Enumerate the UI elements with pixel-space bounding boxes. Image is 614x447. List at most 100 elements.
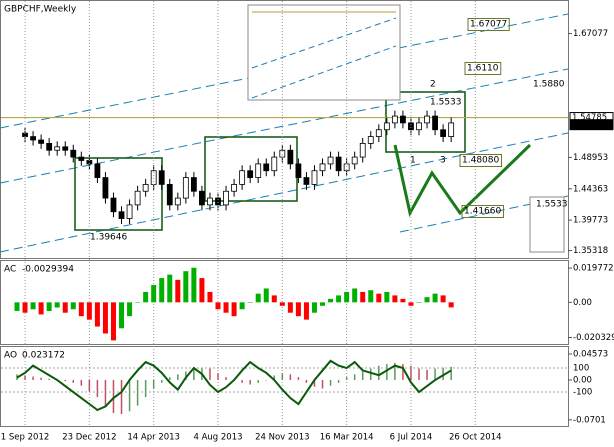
- histogram-bar: [426, 369, 428, 380]
- histogram-bar: [353, 374, 356, 380]
- histogram-bar: [64, 379, 66, 382]
- candle-body: [158, 170, 165, 185]
- histogram-bar: [62, 302, 68, 313]
- candle-body: [102, 177, 109, 199]
- main-panel: [0, 0, 569, 259]
- histogram-bar: [392, 295, 398, 303]
- histogram-bar: [263, 288, 269, 303]
- y-tick-label: 0.00: [573, 298, 592, 308]
- histogram-bar: [88, 379, 91, 392]
- histogram-bar: [193, 368, 195, 380]
- histogram-bar: [120, 379, 123, 415]
- histogram-bar: [48, 378, 50, 380]
- histogram-bar: [135, 302, 141, 303]
- candle-body: [215, 197, 221, 206]
- candle-body: [295, 163, 302, 178]
- y2-tick-label: -100: [573, 388, 592, 398]
- histogram-bar: [72, 379, 75, 383]
- candle-body: [94, 163, 101, 178]
- histogram-bar: [112, 379, 115, 413]
- histogram-bar: [38, 302, 44, 315]
- histogram-bar: [257, 379, 259, 383]
- candle-body: [223, 190, 229, 206]
- histogram-bar: [217, 373, 219, 380]
- histogram-bar: [96, 379, 99, 398]
- x-tick-label: 23 Dec 2012: [62, 433, 116, 443]
- annotation: 3: [440, 156, 446, 166]
- histogram-bar: [297, 377, 300, 380]
- candle-body: [46, 143, 53, 151]
- candle-body: [190, 177, 197, 192]
- histogram-bar: [207, 291, 213, 303]
- ao-panel: [0, 346, 569, 427]
- annotation: 1: [410, 156, 416, 166]
- candle-body: [142, 184, 149, 192]
- histogram-bar: [249, 379, 251, 385]
- histogram-bar: [22, 302, 28, 313]
- histogram-bar: [127, 302, 133, 317]
- candle-body: [327, 156, 334, 165]
- histogram-bar: [329, 379, 332, 386]
- histogram-bar: [376, 293, 382, 303]
- histogram-bar: [289, 374, 292, 380]
- candle-body: [351, 156, 358, 165]
- candle-body: [391, 115, 398, 124]
- candle-body: [62, 146, 69, 151]
- histogram-bar: [279, 302, 285, 306]
- y-tick-label: 1.67077: [573, 29, 608, 39]
- histogram-bar: [199, 278, 205, 303]
- pattern-boxes: [74, 91, 466, 231]
- candle-body: [303, 177, 310, 185]
- histogram-bar: [386, 364, 388, 380]
- histogram-bar: [14, 302, 20, 311]
- histogram-bar: [345, 377, 348, 380]
- candle-body: [247, 170, 254, 178]
- histogram-bar: [442, 367, 444, 380]
- candle-body: [126, 204, 133, 219]
- annotation: 1.48080: [462, 156, 499, 166]
- histogram-bar: [175, 279, 181, 303]
- candle-body: [408, 122, 414, 131]
- histogram-bar: [265, 379, 267, 381]
- histogram-bar: [223, 302, 229, 313]
- histogram-bar: [78, 302, 84, 317]
- histogram-bar: [80, 379, 83, 386]
- y2-tick-label: 100: [573, 364, 589, 374]
- histogram-bar: [418, 368, 420, 380]
- histogram-bar: [128, 379, 131, 412]
- histogram-bar: [303, 302, 309, 320]
- y-tick-label: 0.04573: [573, 350, 608, 360]
- histogram-bar: [370, 368, 372, 380]
- histogram-bar: [104, 379, 107, 406]
- histogram-bar: [177, 374, 179, 380]
- histogram-bar: [344, 291, 350, 303]
- candle-body: [263, 163, 270, 172]
- candle-body: [255, 163, 262, 178]
- histogram-bar: [86, 302, 92, 320]
- candle-body: [166, 184, 173, 206]
- x-tick-label: 4 Aug 2013: [193, 433, 242, 443]
- candle-body: [231, 184, 237, 192]
- histogram-bar: [384, 291, 390, 303]
- histogram-bar: [408, 302, 414, 306]
- histogram-bar: [24, 375, 26, 380]
- inset-channel: [251, 45, 397, 99]
- histogram-bar: [239, 302, 245, 310]
- annotation: 1.41660: [464, 207, 501, 217]
- panel-value: 0.023172: [22, 351, 65, 361]
- histogram-bar: [167, 274, 173, 303]
- y-tick-label: 1.39773: [573, 216, 608, 226]
- candle-body: [271, 156, 278, 172]
- histogram-bar: [311, 302, 317, 313]
- histogram-bar: [247, 302, 253, 303]
- y-tick-label: -0.020329: [573, 333, 614, 343]
- level-box: [569, 119, 614, 131]
- inset-small: [529, 196, 565, 253]
- histogram-bar: [360, 291, 366, 303]
- histogram-bar: [215, 302, 221, 310]
- histogram-bar: [185, 371, 187, 380]
- candle-body: [319, 163, 326, 172]
- inset-zoom: [247, 4, 401, 101]
- candle-body: [54, 146, 61, 151]
